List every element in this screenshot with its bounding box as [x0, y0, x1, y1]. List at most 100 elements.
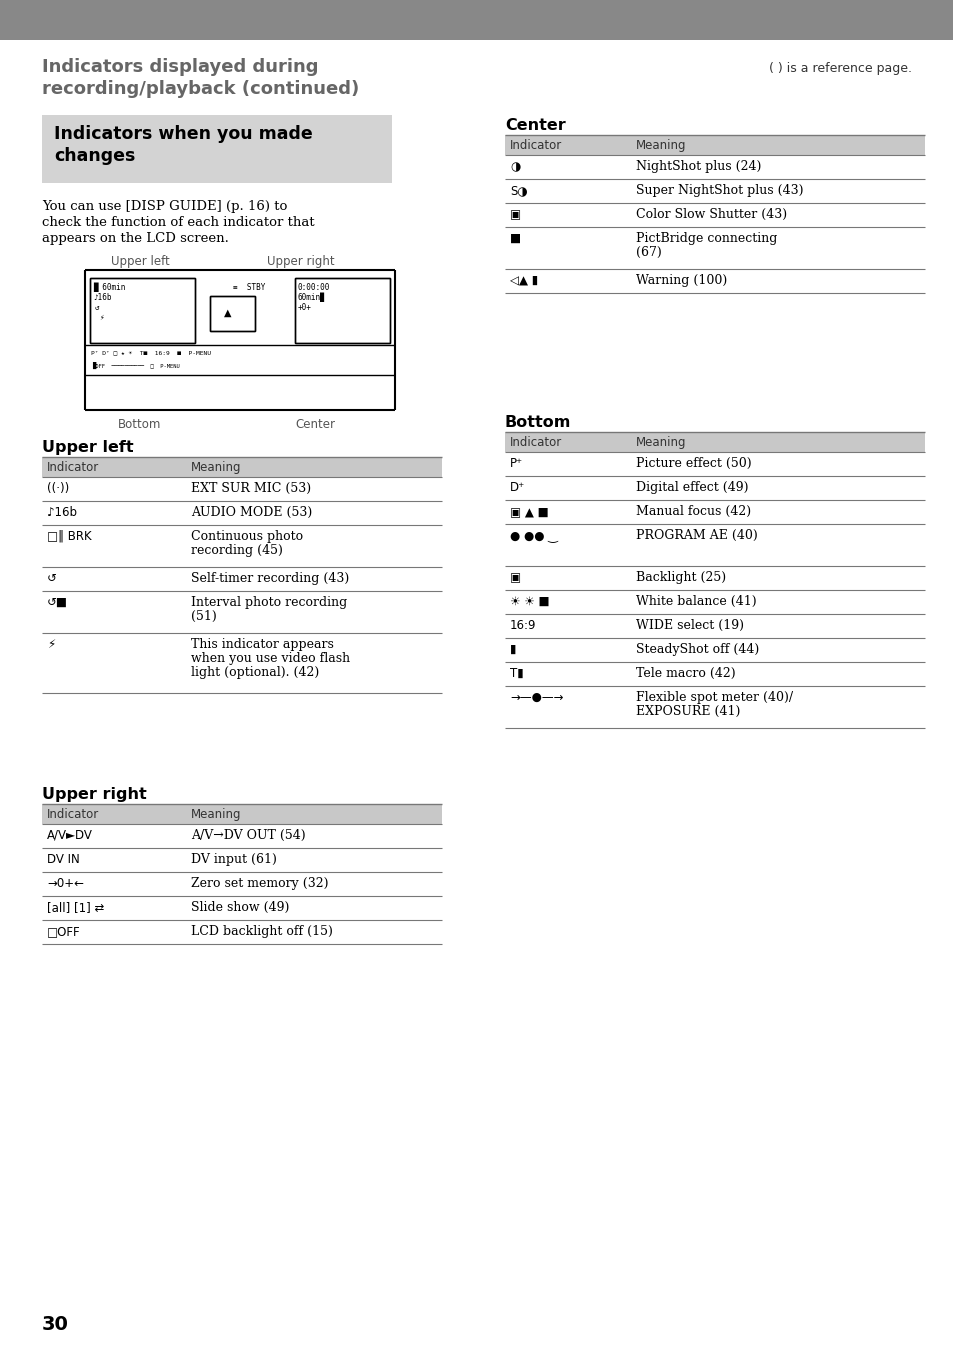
Bar	[42, 920, 441, 944]
Text: ( ) is a reference page.: ( ) is a reference page.	[768, 62, 911, 75]
Text: Indicator: Indicator	[510, 138, 561, 152]
Bar	[42, 632, 441, 693]
Text: Picture effect (50): Picture effect (50)	[636, 457, 751, 470]
Bar	[42, 478, 441, 501]
Text: (67): (67)	[636, 246, 661, 259]
Text: PictBridge connecting: PictBridge connecting	[636, 232, 777, 246]
Text: Center: Center	[294, 418, 335, 432]
Text: when you use video flash: when you use video flash	[191, 651, 350, 665]
Text: █OFF  ──────────  □  P-MENU: █OFF ────────── □ P-MENU	[91, 362, 179, 369]
Text: Upper left: Upper left	[42, 440, 133, 455]
Text: Indicator: Indicator	[510, 436, 561, 449]
Text: ⚡: ⚡	[100, 313, 105, 322]
Bar	[294, 278, 390, 343]
Text: ■: ■	[510, 232, 520, 246]
Text: Meaning: Meaning	[636, 138, 686, 152]
Text: EXPOSURE (41): EXPOSURE (41)	[636, 706, 740, 718]
Text: ⚡: ⚡	[47, 638, 55, 651]
Bar	[504, 590, 924, 613]
Bar	[504, 269, 924, 293]
Text: ☀ ☀ ■: ☀ ☀ ■	[510, 594, 549, 608]
Text: 30: 30	[42, 1315, 69, 1334]
Bar	[42, 848, 441, 873]
Text: Digital effect (49): Digital effect (49)	[636, 480, 748, 494]
Bar	[504, 613, 924, 638]
Bar	[85, 345, 395, 375]
Text: ♪16b: ♪16b	[47, 506, 77, 518]
Text: Bottom: Bottom	[504, 415, 571, 430]
Text: P⁺: P⁺	[510, 457, 522, 470]
Text: appears on the LCD screen.: appears on the LCD screen.	[42, 232, 229, 246]
Text: Interval photo recording: Interval photo recording	[191, 596, 347, 609]
Text: LCD backlight off (15): LCD backlight off (15)	[191, 925, 333, 938]
Text: light (optional). (42): light (optional). (42)	[191, 666, 319, 678]
Bar	[42, 803, 441, 824]
Text: SteadyShot off (44): SteadyShot off (44)	[636, 643, 759, 655]
Text: Super NightShot plus (43): Super NightShot plus (43)	[636, 185, 802, 197]
Text: ▮: ▮	[510, 643, 516, 655]
Text: P⁺ D⁺ □ ★ ☀  T■  16:9  ■  P-MENU: P⁺ D⁺ □ ★ ☀ T■ 16:9 ■ P-MENU	[91, 350, 211, 356]
Text: White balance (41): White balance (41)	[636, 594, 756, 608]
Bar	[42, 592, 441, 632]
Text: Indicator: Indicator	[47, 461, 99, 474]
Text: █ 60min: █ 60min	[92, 284, 125, 293]
Text: Color Slow Shutter (43): Color Slow Shutter (43)	[636, 208, 786, 221]
Text: Upper left: Upper left	[111, 255, 170, 267]
Bar	[504, 524, 924, 566]
Text: ↺: ↺	[47, 573, 57, 585]
Text: 0:00:00: 0:00:00	[297, 284, 330, 292]
Text: ◁▲ ▮: ◁▲ ▮	[510, 274, 537, 286]
Bar	[504, 204, 924, 227]
Text: Tele macro (42): Tele macro (42)	[636, 668, 735, 680]
Bar	[504, 134, 924, 155]
Text: ♪16b: ♪16b	[92, 293, 112, 303]
Text: Meaning: Meaning	[636, 436, 686, 449]
Text: A/V→DV OUT (54): A/V→DV OUT (54)	[191, 829, 305, 841]
Bar	[210, 296, 254, 331]
Bar	[504, 476, 924, 499]
Text: DV IN: DV IN	[47, 854, 80, 866]
Text: →0+←: →0+←	[47, 877, 84, 890]
Bar	[504, 566, 924, 590]
Text: Indicators when you made: Indicators when you made	[54, 125, 313, 142]
Bar	[90, 278, 194, 343]
Text: □‖ BRK: □‖ BRK	[47, 531, 91, 543]
Text: ● ●● ‿: ● ●● ‿	[510, 529, 558, 541]
Text: [all] [1] ⇄: [all] [1] ⇄	[47, 901, 104, 915]
Text: changes: changes	[54, 147, 135, 166]
Bar	[504, 687, 924, 727]
Text: Continuous photo: Continuous photo	[191, 531, 303, 543]
Text: AUDIO MODE (53): AUDIO MODE (53)	[191, 506, 312, 518]
Text: Meaning: Meaning	[191, 807, 241, 821]
Text: Upper right: Upper right	[267, 255, 335, 267]
Text: recording/playback (continued): recording/playback (continued)	[42, 80, 359, 98]
Bar	[42, 457, 441, 478]
Text: Self-timer recording (43): Self-timer recording (43)	[191, 573, 349, 585]
Bar	[0, 0, 953, 39]
Text: ↺■: ↺■	[47, 596, 68, 609]
Text: S◑: S◑	[510, 185, 527, 197]
Text: Zero set memory (32): Zero set memory (32)	[191, 877, 328, 890]
Text: recording (45): recording (45)	[191, 544, 283, 556]
Text: Warning (100): Warning (100)	[636, 274, 726, 286]
Text: ◑: ◑	[510, 160, 519, 172]
Text: PROGRAM AE (40): PROGRAM AE (40)	[636, 529, 757, 541]
Text: Meaning: Meaning	[191, 461, 241, 474]
Text: (51): (51)	[191, 611, 216, 623]
Bar	[42, 115, 392, 183]
Text: Bottom: Bottom	[118, 418, 161, 432]
Text: ▣: ▣	[510, 208, 520, 221]
Text: Slide show (49): Slide show (49)	[191, 901, 289, 915]
Bar	[504, 499, 924, 524]
Text: Indicator: Indicator	[47, 807, 99, 821]
Bar	[42, 525, 441, 567]
Text: +0+: +0+	[297, 303, 312, 312]
Bar	[504, 155, 924, 179]
Text: Backlight (25): Backlight (25)	[636, 571, 725, 584]
Text: Flexible spot meter (40)/: Flexible spot meter (40)/	[636, 691, 792, 704]
Bar	[42, 896, 441, 920]
Bar	[42, 873, 441, 896]
Bar	[42, 501, 441, 525]
Text: ▣: ▣	[510, 571, 520, 584]
Text: Indicators displayed during: Indicators displayed during	[42, 58, 318, 76]
